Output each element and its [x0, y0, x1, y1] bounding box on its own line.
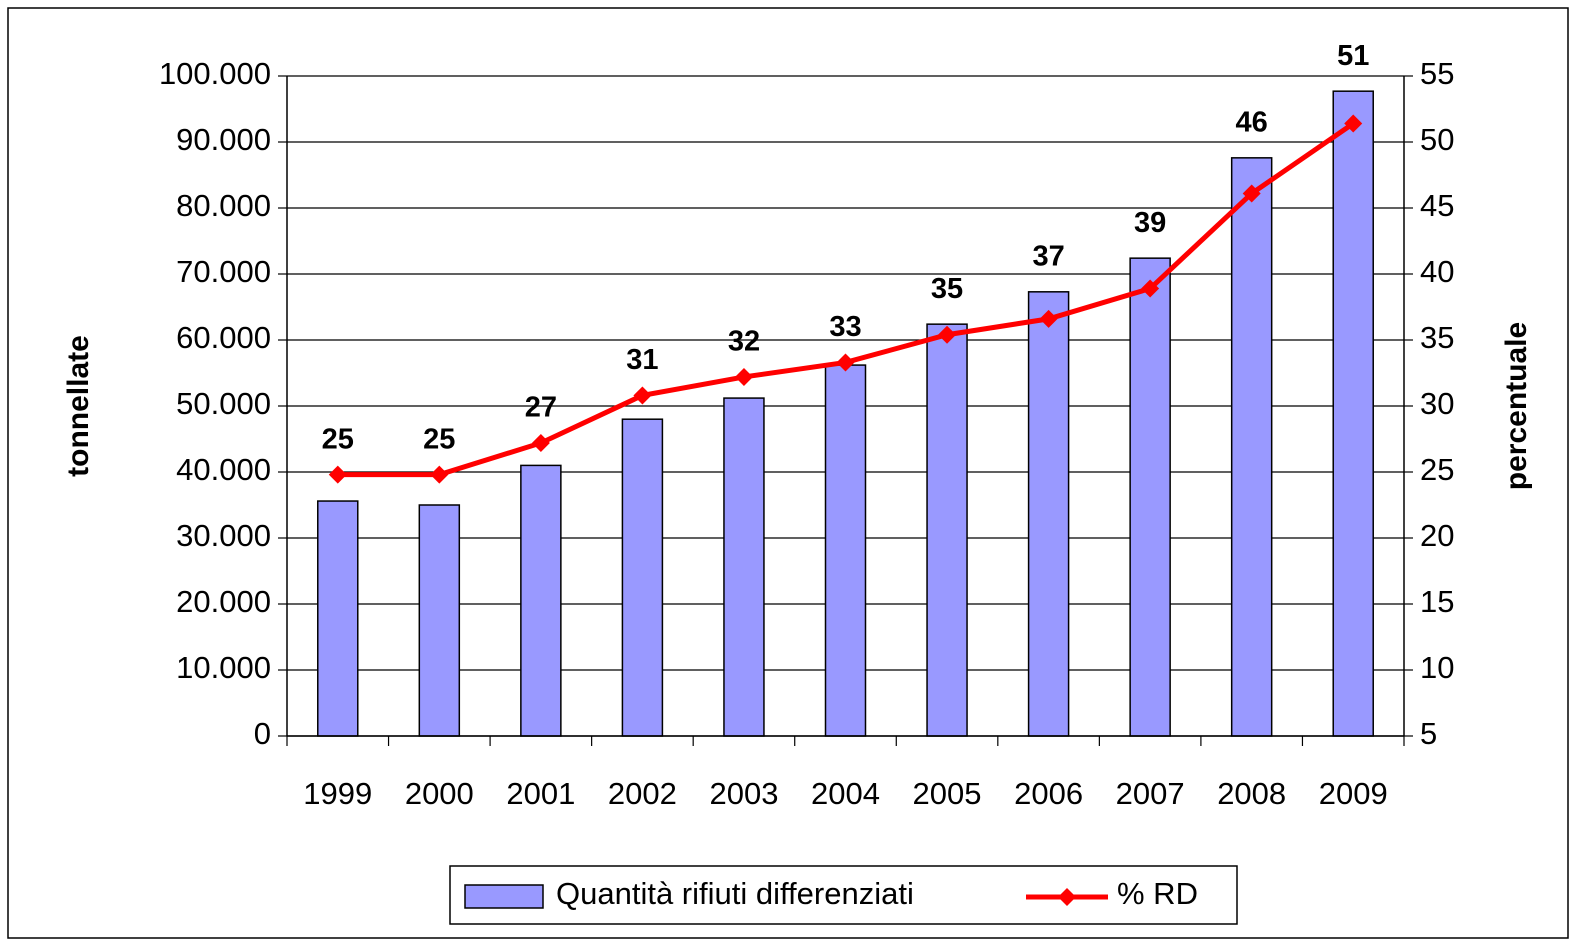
y2-tick-label: 5 — [1420, 716, 1437, 751]
y2-tick-label: 20 — [1420, 518, 1454, 553]
y-tick-label: 10.000 — [176, 650, 271, 685]
data-label: 39 — [1134, 207, 1166, 239]
data-label: 25 — [423, 423, 455, 455]
y2-tick-label: 35 — [1420, 320, 1454, 355]
data-label: 25 — [322, 423, 354, 455]
x-tick-label: 1999 — [303, 776, 372, 811]
x-tick-label: 2008 — [1217, 776, 1286, 811]
marker — [328, 465, 347, 484]
y-tick-label: 80.000 — [176, 188, 271, 223]
bar — [1230, 157, 1273, 737]
bar — [824, 364, 867, 737]
data-label: 31 — [626, 344, 658, 376]
x-tick-label: 2005 — [913, 776, 982, 811]
marker — [1242, 184, 1261, 203]
y2-tick-label: 55 — [1420, 56, 1454, 91]
marker — [938, 325, 957, 344]
marker — [531, 433, 550, 452]
y2-tick-label: 45 — [1420, 188, 1454, 223]
y-tick-label: 40.000 — [176, 452, 271, 487]
y2-tick-label: 15 — [1420, 584, 1454, 619]
bar — [723, 397, 765, 737]
bar — [317, 500, 359, 737]
marker — [1141, 279, 1160, 298]
data-label: 51 — [1337, 40, 1369, 72]
data-label: 33 — [829, 311, 861, 343]
y-tick-label: 70.000 — [176, 254, 271, 289]
x-tick-label: 2004 — [811, 776, 880, 811]
data-label: 35 — [931, 273, 963, 305]
bar — [1332, 90, 1374, 737]
x-tick-label: 2000 — [405, 776, 474, 811]
legend-marker — [1058, 888, 1076, 906]
bar — [1129, 257, 1171, 737]
marker — [430, 465, 449, 484]
legend-swatch — [464, 884, 544, 909]
legend-box — [449, 865, 1238, 925]
bar — [621, 418, 664, 737]
marker — [734, 367, 753, 386]
x-tick-label: 2007 — [1116, 776, 1185, 811]
y2-tick-label: 50 — [1420, 122, 1454, 157]
marker — [633, 386, 652, 405]
x-tick-label: 2003 — [709, 776, 778, 811]
data-label: 32 — [728, 326, 760, 358]
legend-label: % RD — [1117, 876, 1198, 911]
y-tick-label: 50.000 — [176, 386, 271, 421]
y2-tick-label: 10 — [1420, 650, 1454, 685]
chart-frame — [7, 7, 1569, 939]
data-label: 46 — [1236, 106, 1268, 138]
x-tick-label: 2006 — [1014, 776, 1083, 811]
bar — [418, 504, 461, 737]
y-tick-label: 90.000 — [176, 122, 271, 157]
y-axis-title: tonnellate — [62, 335, 95, 477]
y-tick-label: 0 — [254, 716, 271, 751]
x-tick-label: 2001 — [506, 776, 575, 811]
data-label: 37 — [1032, 240, 1064, 272]
y2-tick-label: 30 — [1420, 386, 1454, 421]
y-tick-label: 100.000 — [159, 56, 271, 91]
marker — [1344, 114, 1363, 133]
x-tick-label: 2002 — [608, 776, 677, 811]
bar — [520, 464, 562, 737]
y2-axis-title: percentuale — [1500, 322, 1533, 490]
x-tick-label: 2009 — [1319, 776, 1388, 811]
data-label: 27 — [525, 392, 557, 424]
bar — [926, 323, 968, 737]
y2-tick-label: 25 — [1420, 452, 1454, 487]
marker — [1039, 309, 1058, 328]
y-tick-label: 30.000 — [176, 518, 271, 553]
marker — [836, 353, 855, 372]
bar — [1027, 291, 1070, 737]
y2-tick-label: 40 — [1420, 254, 1454, 289]
y-tick-label: 20.000 — [176, 584, 271, 619]
legend-label: Quantità rifiuti differenziati — [556, 876, 914, 911]
y-tick-label: 60.000 — [176, 320, 271, 355]
